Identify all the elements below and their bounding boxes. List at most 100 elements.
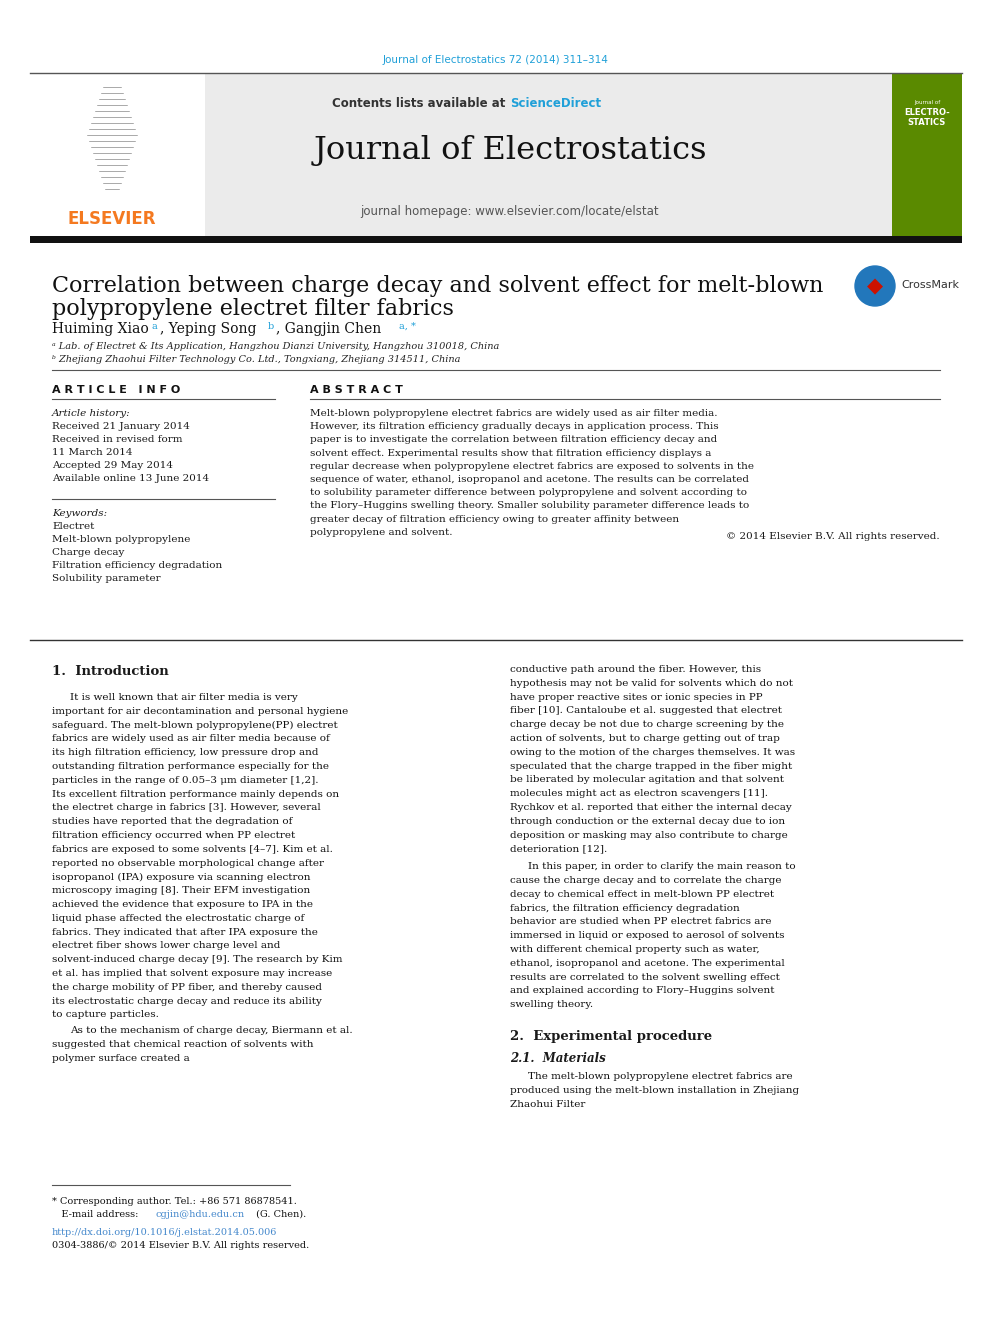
Text: As to the mechanism of charge decay, Biermann et al.: As to the mechanism of charge decay, Bie…: [70, 1027, 352, 1035]
Bar: [30, 73, 205, 238]
Text: journal homepage: www.elsevier.com/locate/elstat: journal homepage: www.elsevier.com/locat…: [361, 205, 660, 218]
Text: It is well known that air filter media is very: It is well known that air filter media i…: [70, 693, 298, 703]
Text: molecules might act as electron scavengers [11].: molecules might act as electron scavenge…: [510, 790, 768, 798]
Text: cause the charge decay and to correlate the charge: cause the charge decay and to correlate …: [510, 876, 782, 885]
Text: Journal of: Journal of: [914, 101, 940, 105]
Text: filtration efficiency occurred when PP electret: filtration efficiency occurred when PP e…: [52, 831, 296, 840]
Text: swelling theory.: swelling theory.: [510, 1000, 593, 1009]
Text: Available online 13 June 2014: Available online 13 June 2014: [52, 474, 209, 483]
Text: owing to the motion of the charges themselves. It was: owing to the motion of the charges thems…: [510, 747, 796, 757]
Text: fiber [10]. Cantaloube et al. suggested that electret: fiber [10]. Cantaloube et al. suggested …: [510, 706, 782, 716]
Text: speculated that the charge trapped in the fiber might: speculated that the charge trapped in th…: [510, 762, 793, 770]
Bar: [30, 73, 892, 238]
Text: fabrics. They indicated that after IPA exposure the: fabrics. They indicated that after IPA e…: [52, 927, 317, 937]
Text: 2.  Experimental procedure: 2. Experimental procedure: [510, 1031, 712, 1043]
Text: et al. has implied that solvent exposure may increase: et al. has implied that solvent exposure…: [52, 968, 332, 978]
Text: results are correlated to the solvent swelling effect: results are correlated to the solvent sw…: [510, 972, 780, 982]
Text: to solubility parameter difference between polypropylene and solvent according t: to solubility parameter difference betwe…: [310, 488, 747, 497]
Text: a, *: a, *: [399, 321, 416, 331]
Text: sequence of water, ethanol, isopropanol and acetone. The results can be correlat: sequence of water, ethanol, isopropanol …: [310, 475, 749, 484]
Text: polymer surface created a: polymer surface created a: [52, 1054, 189, 1062]
Text: polypropylene electret filter fabrics: polypropylene electret filter fabrics: [52, 298, 454, 320]
Text: immersed in liquid or exposed to aerosol of solvents: immersed in liquid or exposed to aerosol…: [510, 931, 785, 941]
Text: be liberated by molecular agitation and that solvent: be liberated by molecular agitation and …: [510, 775, 784, 785]
Text: conductive path around the fiber. However, this: conductive path around the fiber. Howeve…: [510, 665, 761, 673]
Text: hypothesis may not be valid for solvents which do not: hypothesis may not be valid for solvents…: [510, 679, 793, 688]
Text: ELSEVIER: ELSEVIER: [67, 210, 157, 228]
Text: and explained according to Flory–Huggins solvent: and explained according to Flory–Huggins…: [510, 987, 775, 995]
Text: Melt-blown polypropylene electret fabrics are widely used as air filter media.: Melt-blown polypropylene electret fabric…: [310, 409, 717, 418]
Text: However, its filtration efficiency gradually decays in application process. This: However, its filtration efficiency gradu…: [310, 422, 718, 431]
Circle shape: [855, 266, 895, 306]
Text: decay to chemical effect in melt-blown PP electret: decay to chemical effect in melt-blown P…: [510, 890, 774, 898]
Text: Received 21 January 2014: Received 21 January 2014: [52, 422, 189, 431]
Text: isopropanol (IPA) exposure via scanning electron: isopropanol (IPA) exposure via scanning …: [52, 872, 310, 881]
Text: the charge mobility of PP fiber, and thereby caused: the charge mobility of PP fiber, and the…: [52, 983, 322, 992]
Text: (G. Chen).: (G. Chen).: [253, 1211, 307, 1218]
Text: Filtration efficiency degradation: Filtration efficiency degradation: [52, 561, 222, 570]
Text: liquid phase affected the electrostatic charge of: liquid phase affected the electrostatic …: [52, 914, 305, 923]
Text: E-mail address:: E-mail address:: [52, 1211, 142, 1218]
Text: Charge decay: Charge decay: [52, 548, 124, 557]
Text: studies have reported that the degradation of: studies have reported that the degradati…: [52, 818, 293, 826]
Text: 11 March 2014: 11 March 2014: [52, 448, 133, 456]
Text: to capture particles.: to capture particles.: [52, 1011, 159, 1020]
Text: Solubility parameter: Solubility parameter: [52, 574, 161, 583]
Text: greater decay of filtration efficiency owing to greater affinity between: greater decay of filtration efficiency o…: [310, 515, 680, 524]
Text: fabrics, the filtration efficiency degradation: fabrics, the filtration efficiency degra…: [510, 904, 740, 913]
Text: Zhaohui Filter: Zhaohui Filter: [510, 1099, 585, 1109]
Text: important for air decontamination and personal hygiene: important for air decontamination and pe…: [52, 706, 348, 716]
Text: ELECTRO-: ELECTRO-: [904, 108, 950, 116]
Text: cgjin@hdu.edu.cn: cgjin@hdu.edu.cn: [155, 1211, 244, 1218]
Text: deposition or masking may also contribute to charge: deposition or masking may also contribut…: [510, 831, 788, 840]
Text: Correlation between charge decay and solvent effect for melt-blown: Correlation between charge decay and sol…: [52, 275, 823, 296]
Bar: [892, 73, 962, 238]
Text: ◆: ◆: [867, 277, 883, 296]
Text: The melt-blown polypropylene electret fabrics are: The melt-blown polypropylene electret fa…: [528, 1072, 793, 1081]
Text: 1.  Introduction: 1. Introduction: [52, 665, 169, 677]
Text: fabrics are widely used as air filter media because of: fabrics are widely used as air filter me…: [52, 734, 329, 744]
Text: microscopy imaging [8]. Their EFM investigation: microscopy imaging [8]. Their EFM invest…: [52, 886, 310, 896]
Text: Its excellent filtration performance mainly depends on: Its excellent filtration performance mai…: [52, 790, 339, 799]
Text: Huiming Xiao: Huiming Xiao: [52, 321, 149, 336]
Text: action of solvents, but to charge getting out of trap: action of solvents, but to charge gettin…: [510, 734, 780, 744]
Text: © 2014 Elsevier B.V. All rights reserved.: © 2014 Elsevier B.V. All rights reserved…: [726, 532, 940, 541]
Text: its high filtration efficiency, low pressure drop and: its high filtration efficiency, low pres…: [52, 749, 318, 757]
Text: its electrostatic charge decay and reduce its ability: its electrostatic charge decay and reduc…: [52, 996, 321, 1005]
Text: CrossMark: CrossMark: [901, 280, 959, 290]
Text: reported no observable morphological change after: reported no observable morphological cha…: [52, 859, 324, 868]
Text: ScienceDirect: ScienceDirect: [510, 97, 601, 110]
Text: charge decay be not due to charge screening by the: charge decay be not due to charge screen…: [510, 720, 784, 729]
Text: solvent-induced charge decay [9]. The research by Kim: solvent-induced charge decay [9]. The re…: [52, 955, 342, 964]
Text: polypropylene and solvent.: polypropylene and solvent.: [310, 528, 452, 537]
Text: suggested that chemical reaction of solvents with: suggested that chemical reaction of solv…: [52, 1040, 313, 1049]
Text: safeguard. The melt-blown polypropylene(PP) electret: safeguard. The melt-blown polypropylene(…: [52, 721, 337, 730]
Text: , Gangjin Chen: , Gangjin Chen: [276, 321, 381, 336]
Text: have proper reactive sites or ionic species in PP: have proper reactive sites or ionic spec…: [510, 693, 763, 701]
Text: the Flory–Huggins swelling theory. Smaller solubility parameter difference leads: the Flory–Huggins swelling theory. Small…: [310, 501, 749, 511]
Text: paper is to investigate the correlation between filtration efficiency decay and: paper is to investigate the correlation …: [310, 435, 717, 445]
Text: achieved the evidence that exposure to IPA in the: achieved the evidence that exposure to I…: [52, 900, 313, 909]
Text: Journal of Electrostatics 72 (2014) 311–314: Journal of Electrostatics 72 (2014) 311–…: [383, 56, 609, 65]
Text: a: a: [152, 321, 158, 331]
Text: Melt-blown polypropylene: Melt-blown polypropylene: [52, 534, 190, 544]
Text: Accepted 29 May 2014: Accepted 29 May 2014: [52, 460, 173, 470]
Text: Received in revised form: Received in revised form: [52, 435, 183, 445]
Text: Contents lists available at: Contents lists available at: [332, 97, 510, 110]
Text: ᵇ Zhejiang Zhaohui Filter Technology Co. Ltd., Tongxiang, Zhejiang 314511, China: ᵇ Zhejiang Zhaohui Filter Technology Co.…: [52, 355, 460, 364]
Text: b: b: [268, 321, 274, 331]
Text: ᵃ Lab. of Electret & Its Application, Hangzhou Dianzi University, Hangzhou 31001: ᵃ Lab. of Electret & Its Application, Ha…: [52, 343, 499, 351]
Text: Keywords:: Keywords:: [52, 509, 107, 519]
Text: regular decrease when polypropylene electret fabrics are exposed to solvents in : regular decrease when polypropylene elec…: [310, 462, 754, 471]
Text: Article history:: Article history:: [52, 409, 131, 418]
Text: with different chemical property such as water,: with different chemical property such as…: [510, 945, 760, 954]
Text: 0304-3886/© 2014 Elsevier B.V. All rights reserved.: 0304-3886/© 2014 Elsevier B.V. All right…: [52, 1241, 310, 1250]
Text: outstanding filtration performance especially for the: outstanding filtration performance espec…: [52, 762, 329, 771]
Text: behavior are studied when PP electret fabrics are: behavior are studied when PP electret fa…: [510, 917, 772, 926]
Text: the electret charge in fabrics [3]. However, several: the electret charge in fabrics [3]. Howe…: [52, 803, 320, 812]
Text: Electret: Electret: [52, 523, 94, 531]
Text: A R T I C L E   I N F O: A R T I C L E I N F O: [52, 385, 181, 396]
Bar: [30, 235, 962, 243]
Text: 2.1.  Materials: 2.1. Materials: [510, 1052, 606, 1065]
Text: electret fiber shows lower charge level and: electret fiber shows lower charge level …: [52, 942, 281, 950]
